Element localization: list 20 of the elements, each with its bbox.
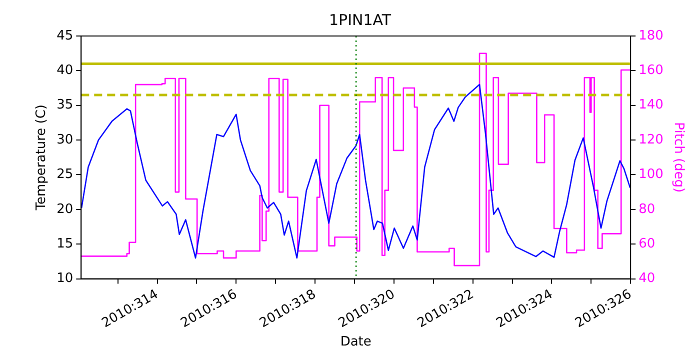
y-axis-title: Temperature (C) — [34, 104, 50, 212]
chart-title: 1PIN1AT — [328, 10, 392, 29]
y-tick-label: 15 — [56, 236, 74, 252]
y-tick-label: 25 — [56, 167, 74, 182]
y2-axis-title: Pitch (deg) — [670, 122, 686, 193]
y-tick-label: 40 — [56, 63, 74, 78]
y-tick-label: 35 — [56, 98, 74, 113]
y-tick-label: 30 — [56, 132, 74, 148]
y2-tick-label: 40 — [638, 271, 656, 286]
y-tick-label: 10 — [56, 271, 74, 286]
y2-tick-label: 60 — [638, 236, 656, 252]
y2-tick-label: 80 — [638, 202, 656, 217]
y2-tick-label: 120 — [638, 132, 664, 148]
y2-tick-label: 180 — [638, 28, 664, 44]
y-tick-label: 20 — [56, 202, 74, 217]
y2-tick-label: 140 — [638, 98, 664, 113]
x-axis-title: Date — [340, 334, 372, 350]
y-tick-label: 45 — [56, 28, 74, 44]
y2-tick-label: 160 — [638, 63, 664, 78]
y2-tick-label: 100 — [638, 167, 664, 182]
